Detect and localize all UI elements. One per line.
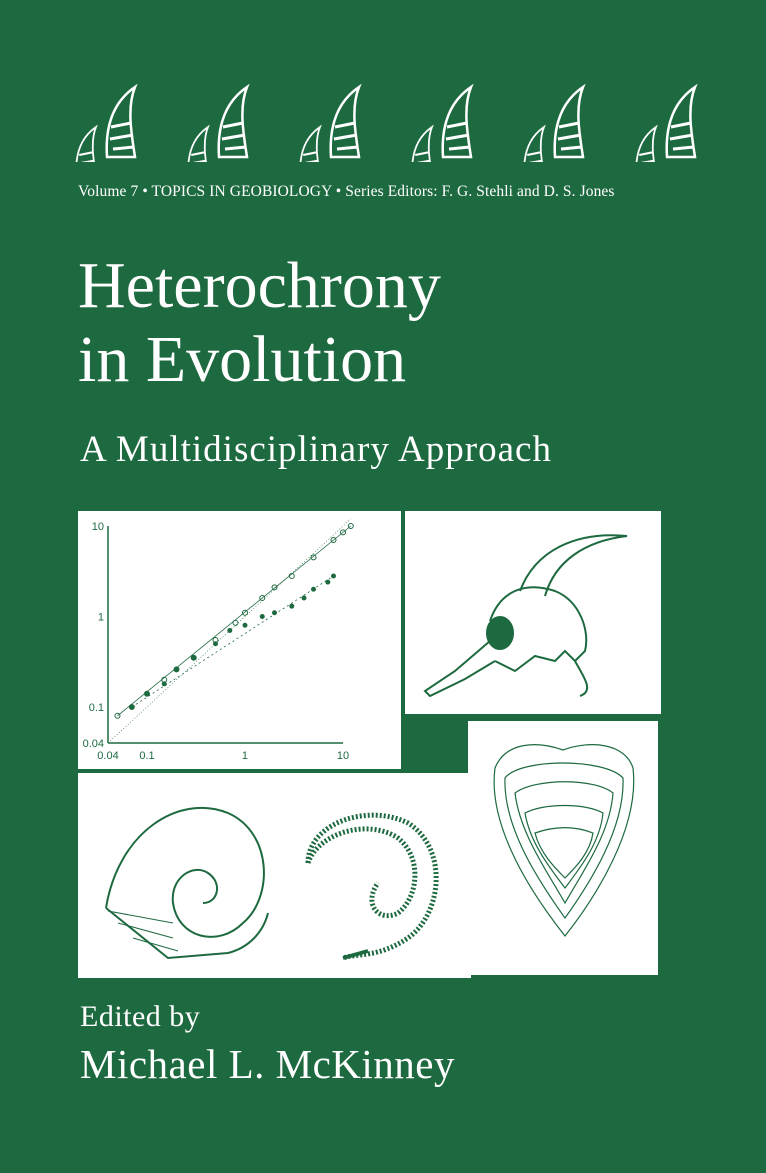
editor-name: Michael L. McKinney bbox=[80, 1041, 455, 1087]
data-point bbox=[340, 529, 346, 536]
tooth-icon bbox=[217, 83, 250, 159]
data-point bbox=[330, 537, 337, 544]
data-point bbox=[241, 609, 248, 616]
growth-lines-panel bbox=[465, 718, 661, 978]
tooth-icon bbox=[329, 83, 362, 159]
title-line-2: in Evolution bbox=[78, 323, 407, 396]
tooth-icon bbox=[441, 83, 474, 159]
y-tick-label: 1 bbox=[98, 611, 104, 623]
tooth-icon bbox=[187, 124, 210, 162]
y-tick-label: 0.1 bbox=[89, 702, 104, 714]
data-point bbox=[242, 622, 248, 628]
animal-skull-drawing bbox=[423, 534, 628, 698]
tooth-icon bbox=[75, 124, 98, 162]
data-point bbox=[191, 655, 197, 661]
x-tick-label: 10 bbox=[337, 750, 349, 762]
series-line: Volume 7 • TOPICS IN GEOBIOLOGY • Series… bbox=[78, 183, 615, 200]
growth-lines-shell-drawing bbox=[493, 744, 635, 937]
x-tick-label: 0.04 bbox=[97, 750, 118, 762]
tooth-icons-row bbox=[75, 83, 698, 162]
data-point bbox=[310, 554, 317, 561]
y-tick-label: 10 bbox=[92, 521, 104, 533]
data-point bbox=[144, 691, 150, 697]
x-tick-label: 1 bbox=[242, 750, 248, 762]
data-point bbox=[325, 579, 331, 585]
data-point bbox=[212, 641, 218, 647]
shells-panel bbox=[78, 773, 471, 978]
data-point bbox=[114, 712, 121, 719]
tooth-icon bbox=[299, 124, 322, 162]
data-point bbox=[289, 603, 295, 609]
tooth-icon bbox=[523, 124, 546, 162]
tooth-icon bbox=[635, 124, 658, 162]
data-point bbox=[271, 584, 278, 591]
scatter-plot-panel: 0.04 0.1 1 10 0.04 0.1 1 10 bbox=[78, 511, 401, 769]
trend-line bbox=[131, 575, 334, 708]
trend-line bbox=[117, 525, 352, 717]
edited-by-label: Edited by bbox=[80, 1000, 201, 1033]
tooth-icon bbox=[105, 83, 138, 159]
data-point bbox=[173, 666, 179, 672]
data-point bbox=[259, 613, 265, 619]
log-log-scatter-plot: 0.04 0.1 1 10 0.04 0.1 1 10 bbox=[83, 518, 354, 762]
data-point bbox=[227, 628, 233, 634]
title-line-1: Heterochrony bbox=[78, 249, 441, 322]
tooth-icon bbox=[553, 83, 586, 159]
skull-panel bbox=[405, 511, 661, 714]
tooth-icon bbox=[665, 83, 698, 159]
data-point bbox=[232, 619, 239, 626]
data-point bbox=[301, 595, 307, 601]
data-point bbox=[347, 523, 354, 529]
data-point bbox=[331, 573, 337, 579]
tooth-icon bbox=[411, 124, 434, 162]
ammonite-shell-drawing bbox=[105, 807, 439, 961]
subtitle: A Multidisciplinary Approach bbox=[80, 429, 552, 470]
y-tick-label: 0.04 bbox=[83, 738, 104, 750]
data-point bbox=[259, 595, 266, 602]
x-tick-label: 0.1 bbox=[139, 750, 154, 762]
